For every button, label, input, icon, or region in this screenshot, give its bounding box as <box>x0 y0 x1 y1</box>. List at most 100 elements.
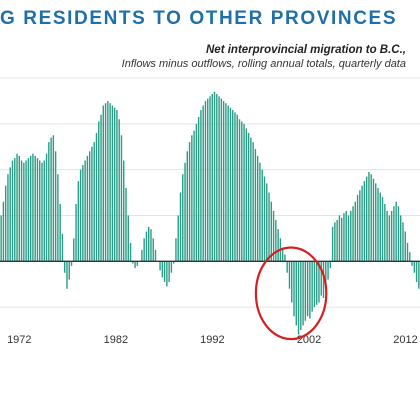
bar <box>86 155 89 262</box>
bar <box>338 215 341 262</box>
bar <box>311 261 313 312</box>
bar <box>7 174 9 262</box>
bar <box>356 194 359 262</box>
bar <box>236 114 238 262</box>
bar <box>109 103 111 262</box>
bar <box>93 142 95 262</box>
bar <box>213 91 216 262</box>
bar <box>57 174 59 262</box>
bars <box>0 91 420 335</box>
bar <box>177 215 179 262</box>
bar <box>125 187 127 262</box>
bar <box>70 261 73 266</box>
bar <box>220 98 223 262</box>
bar <box>415 261 418 282</box>
chart-title: Net interprovincial migration to B.C., <box>206 44 406 56</box>
bar <box>363 181 366 262</box>
bar <box>132 261 134 264</box>
bar <box>400 215 402 262</box>
bar <box>82 165 84 262</box>
bar <box>218 96 220 262</box>
bar <box>350 210 352 262</box>
bar <box>36 158 39 262</box>
bar <box>309 261 311 319</box>
bar <box>0 215 2 262</box>
bar <box>393 206 395 262</box>
bar <box>347 215 350 262</box>
bar <box>381 197 384 262</box>
bar <box>340 217 343 262</box>
x-tick-label: 1982 <box>104 334 128 346</box>
x-tick-label: 2002 <box>297 334 321 346</box>
bar <box>404 231 406 262</box>
bar <box>91 146 93 262</box>
bar <box>68 261 70 280</box>
bar <box>377 187 379 262</box>
bar <box>129 242 132 262</box>
bar <box>98 121 100 262</box>
bar <box>150 229 152 262</box>
bar <box>268 192 270 262</box>
bar <box>127 215 129 262</box>
bar <box>209 96 211 262</box>
bar <box>182 174 184 262</box>
bar <box>254 149 257 262</box>
bar <box>327 261 329 280</box>
bar <box>418 261 420 289</box>
bar <box>256 155 259 262</box>
bar <box>4 185 7 262</box>
bar <box>216 94 218 262</box>
bar <box>259 162 261 262</box>
bar <box>222 100 225 262</box>
bar <box>16 153 18 262</box>
bar <box>20 160 23 262</box>
bar <box>104 103 107 262</box>
bar <box>120 135 123 262</box>
bar <box>107 100 109 262</box>
bar <box>406 242 409 262</box>
bar <box>195 123 198 262</box>
bar <box>66 261 68 289</box>
bar <box>316 261 318 305</box>
bar <box>329 261 332 269</box>
bar <box>295 261 297 326</box>
bar <box>23 162 25 262</box>
bar <box>277 229 279 262</box>
bar <box>39 160 41 262</box>
x-tick-label: 2012 <box>393 334 417 346</box>
bar <box>370 174 372 262</box>
highlight-ellipse <box>254 246 328 341</box>
bar <box>179 192 182 262</box>
bar <box>29 155 32 262</box>
bar <box>32 153 34 262</box>
bar <box>272 210 275 262</box>
bar <box>331 226 334 262</box>
bar <box>163 261 166 282</box>
page-headline: G RESIDENTS TO OTHER PROVINCES <box>0 8 398 29</box>
bar <box>197 116 200 262</box>
bar <box>172 261 175 264</box>
bar <box>343 213 345 262</box>
bar <box>134 261 136 269</box>
bar <box>141 249 143 262</box>
x-tick-label: 1992 <box>200 334 224 346</box>
bar <box>111 105 114 262</box>
bar <box>325 261 327 289</box>
bar <box>384 204 386 262</box>
bar <box>288 261 291 289</box>
bar <box>191 135 193 262</box>
bar <box>302 261 304 326</box>
bar <box>193 130 195 262</box>
bar <box>238 119 241 262</box>
chart-subtitle: Inflows minus outflows, rolling annual t… <box>121 58 406 70</box>
bar <box>386 210 388 262</box>
bar <box>368 171 370 262</box>
bar <box>397 206 400 262</box>
bar <box>145 231 148 262</box>
bar <box>84 160 86 262</box>
bar <box>291 261 293 303</box>
bar <box>159 261 161 271</box>
bar <box>204 100 207 262</box>
bar <box>266 183 268 262</box>
bar <box>286 261 288 273</box>
